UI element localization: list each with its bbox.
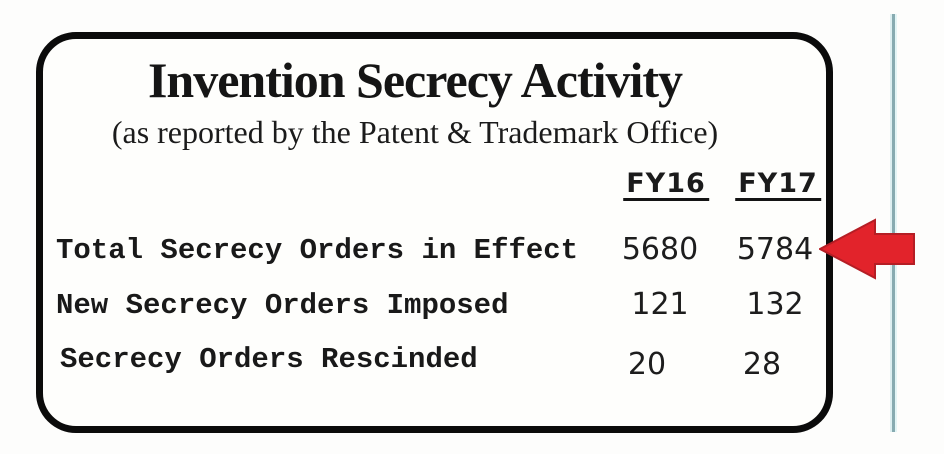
- cell-rescinded-orders-fy16: 20: [627, 347, 667, 382]
- row-label-total-orders: Total Secrecy Orders in Effect: [56, 234, 579, 267]
- row-label-rescinded-orders: Secrecy Orders Rescinded: [60, 343, 478, 376]
- cell-new-orders-fy17: 132: [746, 287, 804, 322]
- figure-border-box: [36, 32, 833, 433]
- cell-new-orders-fy16: 121: [631, 287, 689, 322]
- cell-total-orders-fy16: 5680: [621, 232, 699, 267]
- figure-title: Invention Secrecy Activity: [147, 52, 683, 108]
- red-left-arrow-icon: [819, 218, 915, 280]
- column-header-fy17: FY17: [735, 170, 821, 201]
- column-header-fy16: FY16: [623, 170, 709, 201]
- figure-subtitle: (as reported by the Patent & Trademark O…: [111, 114, 719, 150]
- row-label-new-orders: New Secrecy Orders Imposed: [56, 289, 509, 322]
- cell-total-orders-fy17: 5784: [736, 232, 814, 267]
- teal-vertical-edge-line: [892, 14, 895, 432]
- cell-rescinded-orders-fy17: 28: [742, 347, 782, 382]
